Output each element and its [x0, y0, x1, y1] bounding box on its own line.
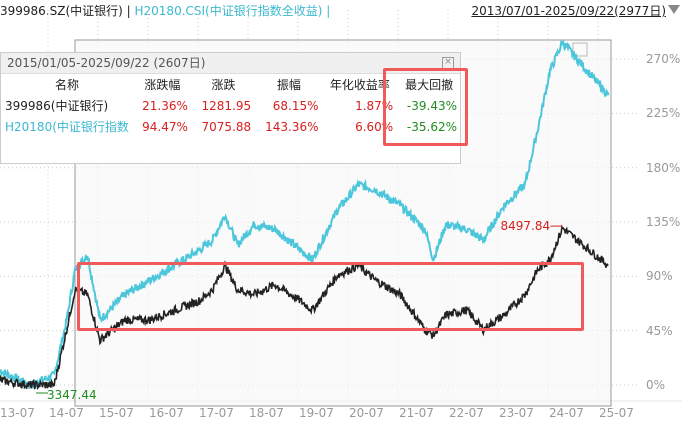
series-line-399986 [0, 224, 609, 390]
x-tick-label: 22-07 [449, 406, 484, 420]
x-tick-label: 24-07 [549, 406, 584, 420]
x-tick-label: 17-07 [199, 406, 234, 420]
x-tick-label: 20-07 [349, 406, 384, 420]
popup-title: 2015/01/05-2025/09/22 (2607日) [1, 53, 460, 74]
col-change: 涨跌 [211, 78, 236, 92]
cell: 7075.88 [201, 119, 252, 134]
series-line-H20180 [0, 39, 610, 390]
col-annualized: 年化收益率 [329, 78, 390, 92]
x-tick-label: 21-07 [399, 406, 434, 420]
col-max-drawdown: 最大回撤 [405, 78, 454, 92]
cell: 1281.95 [201, 98, 252, 113]
restore-icon[interactable] [572, 42, 588, 57]
y-tick-label: 45% [646, 323, 673, 338]
chart-header: 399986.SZ(中证银行) | H20180.CSI(中证银行指数全收益) … [0, 2, 330, 19]
x-tick-label: 23-07 [499, 406, 534, 420]
col-change-pct: 涨跌幅 [144, 78, 181, 92]
row-name[interactable]: 399986(中证银行) [5, 99, 109, 113]
x-tick-label: 19-07 [299, 406, 334, 420]
series2-label[interactable]: H20180.CSI(中证银行指数全收益) [134, 4, 323, 18]
y-tick-label: 225% [646, 106, 681, 121]
separator: | [122, 4, 135, 18]
low-annotation: 3347.44 [47, 388, 97, 402]
x-tick-label: 16-07 [149, 406, 184, 420]
y-tick-label: 0% [646, 378, 666, 392]
date-range-selector[interactable]: 2013/07/01-2025/09/22(2977日) [471, 4, 666, 18]
row-name[interactable]: H20180(中证银行指数 [5, 120, 129, 134]
cell: 94.47% [142, 119, 188, 134]
highlight-annualized [383, 68, 468, 146]
y-tick-label: 135% [646, 215, 681, 230]
table-header: 名称 涨跌幅 涨跌 振幅 年化收益率 最大回撤 [1, 74, 461, 95]
y-tick-label: 90% [646, 269, 673, 284]
col-name: 名称 [54, 78, 79, 92]
dropdown-arrow-icon[interactable] [668, 5, 680, 14]
x-tick-label: 13-07 [0, 406, 35, 420]
high-annotation: 8497.84 [501, 219, 551, 233]
cell: 143.36% [265, 119, 319, 134]
col-amplitude: 振幅 [276, 78, 301, 92]
x-tick-label: 25-07 [599, 406, 634, 420]
highlight-range [77, 262, 584, 331]
y-tick-label: 270% [646, 52, 681, 67]
x-tick-label: 14-07 [49, 406, 84, 420]
x-tick-label: 18-07 [249, 406, 284, 420]
y-tick-label: 180% [646, 160, 681, 175]
series1-label[interactable]: 399986.SZ(中证银行) [0, 4, 123, 18]
cell: -39.43% [406, 98, 457, 113]
x-tick-label: 15-07 [99, 406, 134, 420]
cell: 21.36% [142, 98, 188, 113]
cell: 68.15% [272, 98, 319, 113]
cell: -35.62% [406, 119, 457, 134]
separator: | [322, 4, 331, 18]
